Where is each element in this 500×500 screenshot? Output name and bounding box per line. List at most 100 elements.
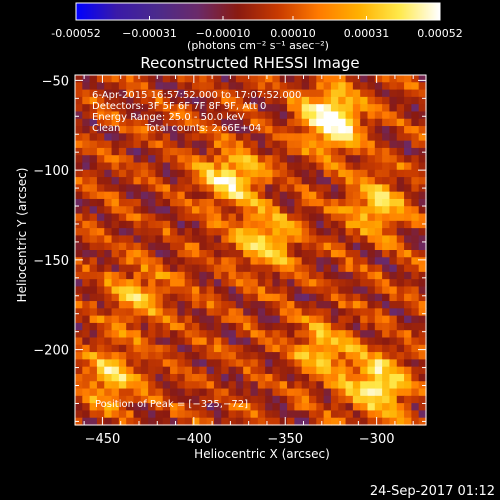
heatmap-cell bbox=[352, 330, 361, 339]
heatmap-cell bbox=[418, 235, 427, 244]
heatmap-cell bbox=[89, 162, 98, 171]
heatmap-cell bbox=[243, 315, 252, 324]
heatmap-cell bbox=[287, 322, 295, 331]
heatmap-cell bbox=[404, 293, 412, 302]
heatmap-cell bbox=[243, 308, 252, 317]
heatmap-cell bbox=[360, 220, 369, 229]
heatmap-cell bbox=[243, 126, 252, 134]
heatmap-cell bbox=[257, 111, 266, 120]
heatmap-cell bbox=[235, 206, 244, 215]
heatmap-cell bbox=[272, 111, 281, 120]
heatmap-cell bbox=[228, 133, 237, 142]
heatmap-cell bbox=[89, 75, 98, 83]
x-tick-label: −450 bbox=[85, 432, 121, 447]
heatmap-cell bbox=[389, 242, 398, 251]
heatmap-cell bbox=[243, 352, 252, 360]
heatmap-cell bbox=[294, 286, 303, 295]
heatmap-cell bbox=[404, 184, 412, 193]
heatmap-cell bbox=[118, 373, 127, 382]
heatmap-cell bbox=[294, 126, 303, 134]
heatmap-cell bbox=[411, 279, 420, 288]
heatmap-cell bbox=[213, 271, 222, 280]
heatmap-cell bbox=[352, 75, 361, 83]
heatmap-cell bbox=[272, 322, 281, 331]
heatmap-cell bbox=[221, 228, 230, 237]
heatmap-cell bbox=[389, 352, 398, 360]
heatmap-cell bbox=[228, 198, 237, 207]
heatmap-cell bbox=[140, 89, 149, 98]
heatmap-cell bbox=[96, 89, 105, 98]
heatmap-cell bbox=[272, 155, 281, 164]
x-axis-label: Heliocentric X (arcsec) bbox=[194, 447, 330, 461]
heatmap-cell bbox=[411, 250, 420, 258]
heatmap-cell bbox=[199, 177, 208, 185]
heatmap-cell bbox=[162, 417, 171, 426]
heatmap-cell bbox=[309, 96, 317, 105]
heatmap-cell bbox=[272, 162, 281, 171]
heatmap-cell bbox=[279, 184, 288, 193]
heatmap-cell bbox=[301, 381, 310, 390]
heatmap-cell bbox=[301, 271, 310, 280]
heatmap-cell bbox=[382, 242, 391, 251]
heatmap-cell bbox=[111, 75, 120, 83]
heatmap-cell bbox=[235, 308, 244, 317]
heatmap-cell bbox=[177, 315, 186, 324]
heatmap-cell bbox=[338, 250, 347, 258]
heatmap-cell bbox=[206, 417, 215, 426]
heatmap-cell bbox=[265, 147, 274, 156]
y-axis-label: Heliocentric Y (arcsec) bbox=[15, 168, 29, 303]
heatmap-cell bbox=[221, 126, 230, 134]
heatmap-cell bbox=[309, 403, 317, 412]
heatmap-cell bbox=[133, 118, 142, 127]
heatmap-cell bbox=[126, 147, 135, 156]
heatmap-cell bbox=[352, 140, 361, 149]
heatmap-cell bbox=[82, 155, 91, 164]
heatmap-cell bbox=[316, 257, 325, 266]
annotation-time-range: 6-Apr-2015 16:57:52.000 to 17:07:52.000 bbox=[92, 90, 301, 101]
heatmap-cell bbox=[360, 169, 369, 178]
heatmap-cell bbox=[279, 308, 288, 317]
heatmap-cell bbox=[411, 330, 420, 339]
heatmap-cell bbox=[89, 126, 98, 134]
heatmap-cell bbox=[104, 191, 113, 200]
heatmap-cell bbox=[367, 257, 376, 266]
heatmap-cell bbox=[243, 228, 252, 237]
heatmap-cell bbox=[389, 206, 398, 215]
heatmap-cell bbox=[382, 184, 391, 193]
heatmap-cell bbox=[111, 337, 120, 346]
heatmap-cell bbox=[294, 308, 303, 317]
y-tick-label: −100 bbox=[33, 164, 69, 179]
heatmap-cell bbox=[389, 133, 398, 142]
heatmap-cell bbox=[411, 271, 420, 280]
heatmap-cell bbox=[360, 82, 369, 91]
heatmap-cell bbox=[155, 111, 164, 120]
heatmap-cell bbox=[382, 235, 391, 244]
heatmap-cell bbox=[228, 330, 237, 339]
heatmap-cell bbox=[192, 228, 200, 237]
heatmap-cell bbox=[75, 373, 83, 382]
heatmap-cell bbox=[389, 315, 398, 324]
heatmap-cell bbox=[111, 250, 120, 258]
heatmap-cell bbox=[411, 293, 420, 302]
heatmap-cell bbox=[82, 264, 91, 273]
heatmap-cell bbox=[323, 322, 332, 331]
heatmap-cell bbox=[367, 417, 376, 426]
heatmap-cell bbox=[243, 293, 252, 302]
heatmap-cell bbox=[257, 126, 266, 134]
heatmap-cell bbox=[367, 228, 376, 237]
heatmap-cell bbox=[374, 242, 383, 251]
heatmap-cell bbox=[301, 308, 310, 317]
heatmap-cell bbox=[287, 388, 295, 397]
heatmap-cell bbox=[382, 118, 391, 127]
heatmap-cell bbox=[345, 118, 354, 127]
heatmap-cell bbox=[199, 381, 208, 390]
heatmap-cell bbox=[360, 155, 369, 164]
heatmap-cell bbox=[338, 228, 347, 237]
heatmap-cell bbox=[111, 111, 120, 120]
heatmap-cell bbox=[367, 366, 376, 375]
heatmap-cell bbox=[228, 169, 237, 178]
heatmap-cell bbox=[235, 89, 244, 98]
heatmap-cell bbox=[192, 417, 200, 426]
heatmap-cell bbox=[396, 228, 405, 237]
heatmap-cell bbox=[272, 286, 281, 295]
